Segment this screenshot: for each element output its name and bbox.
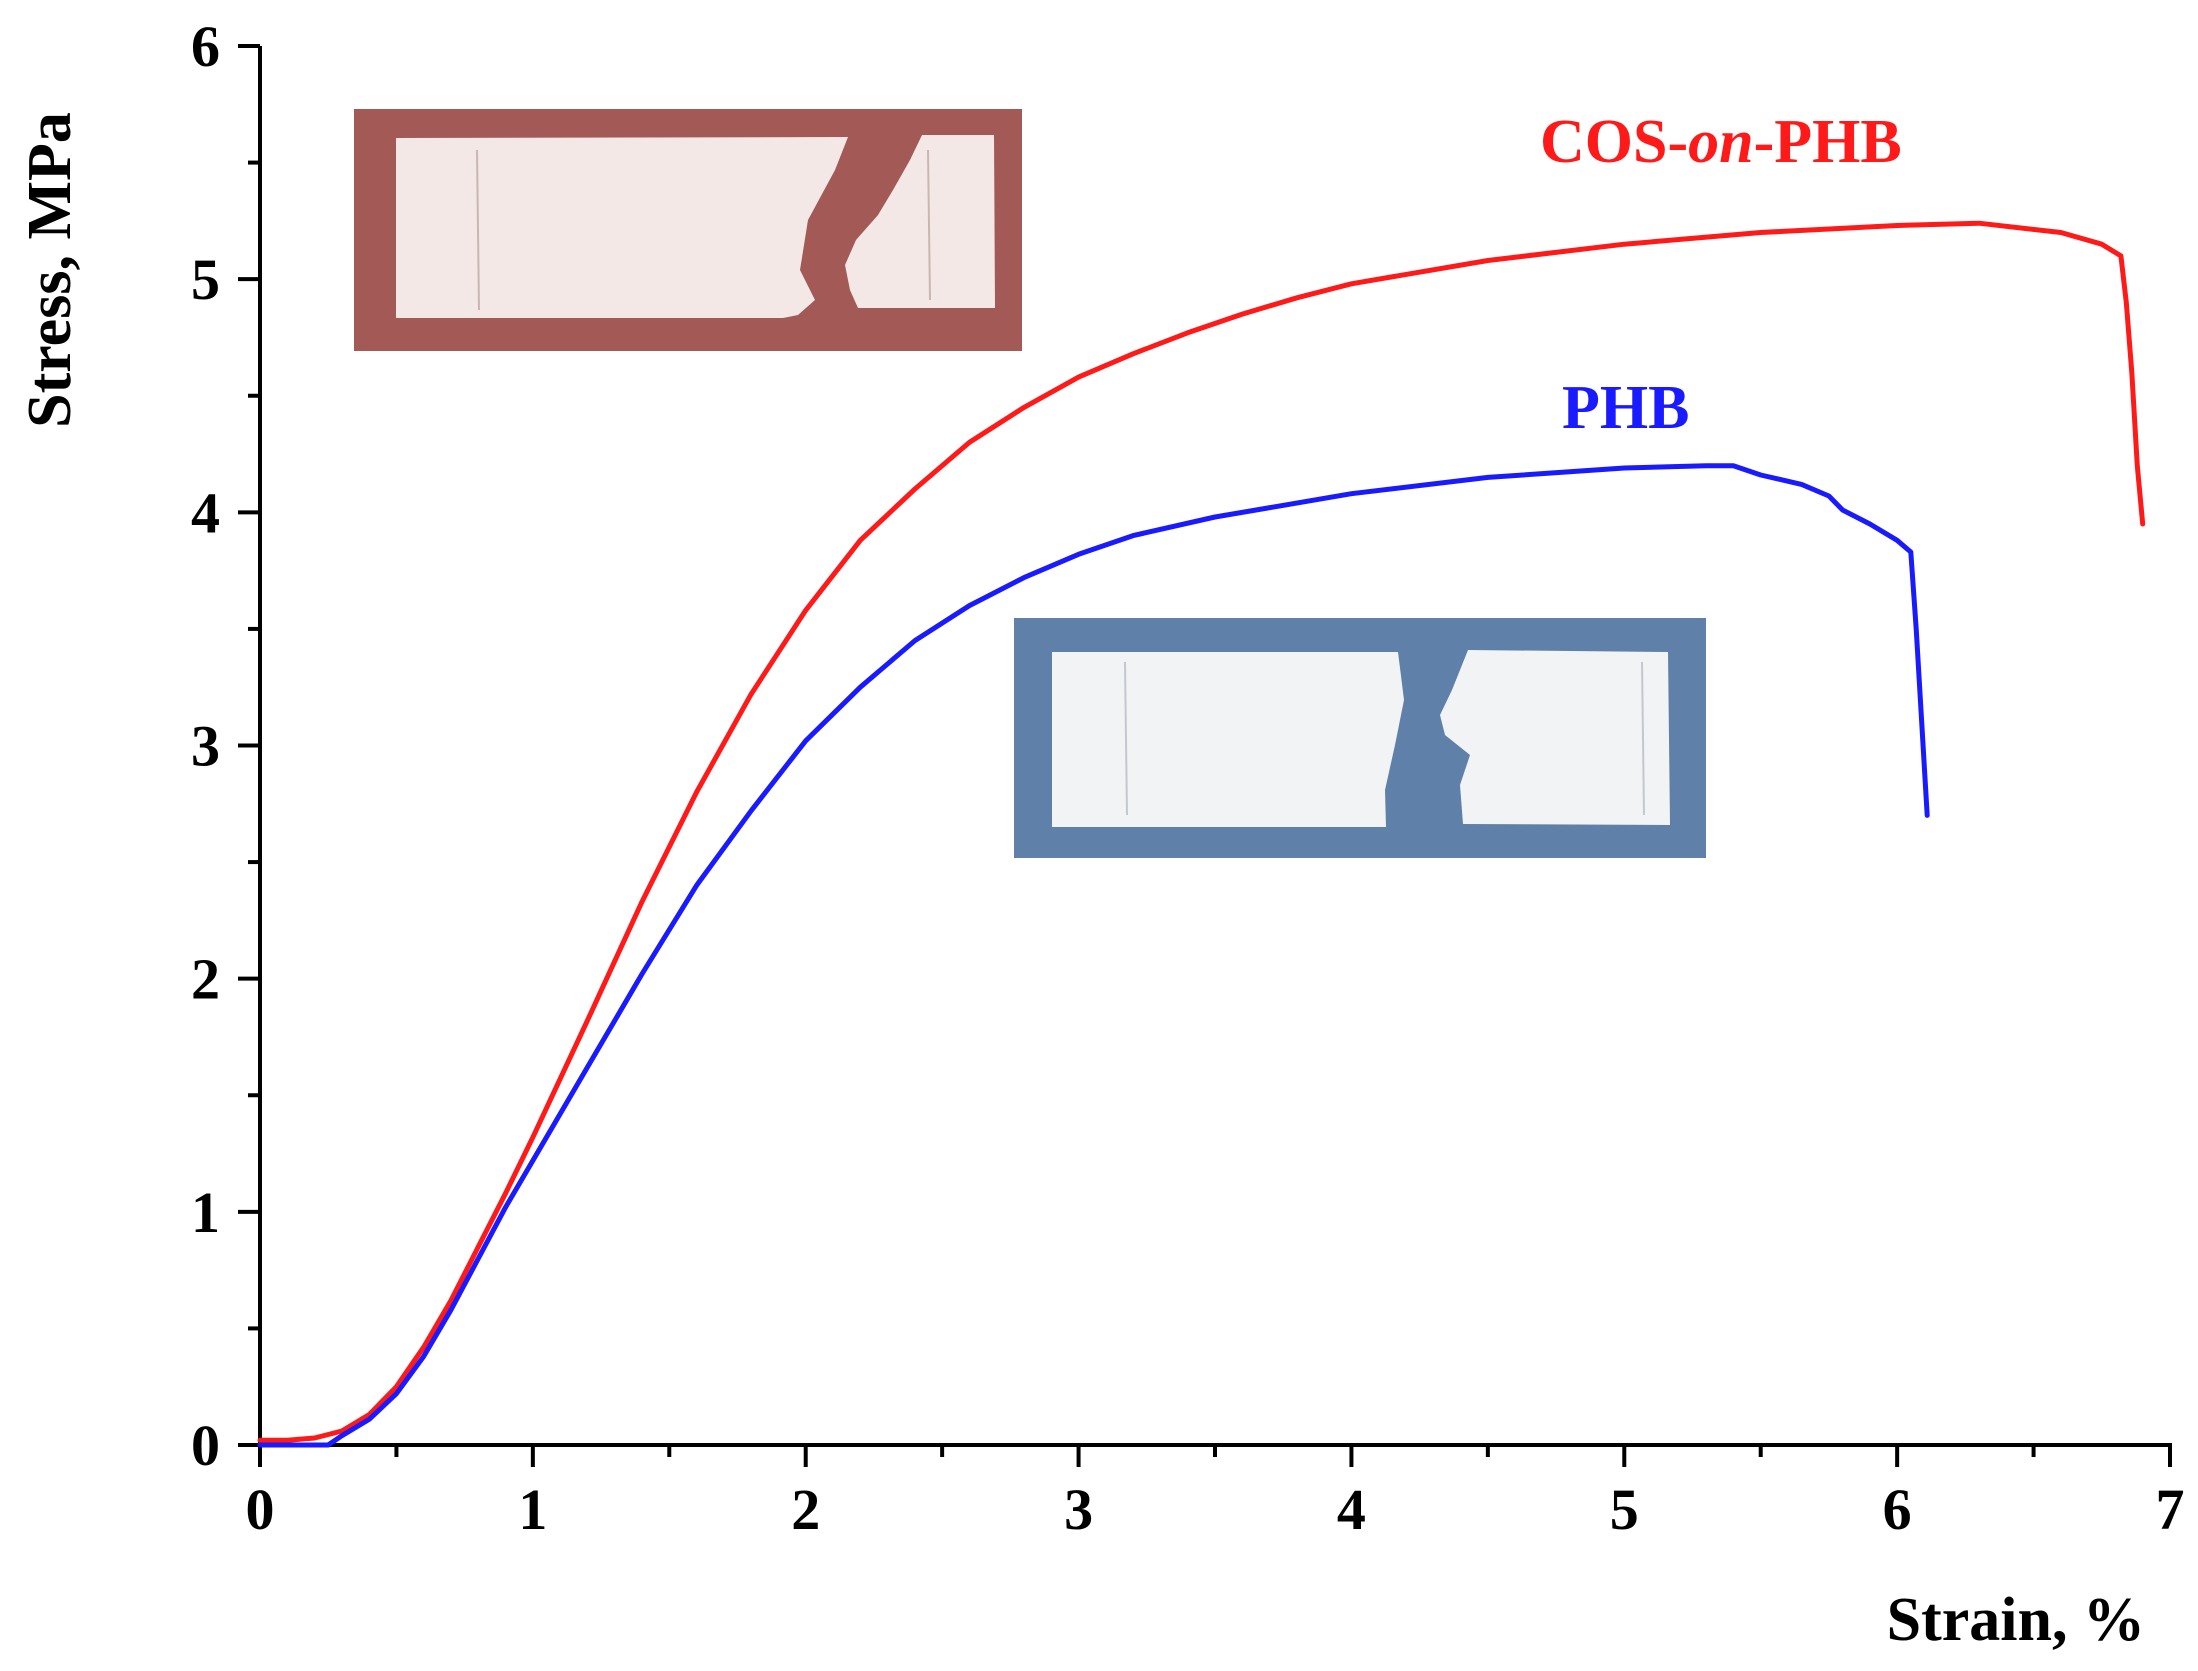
- y-tick-label: 1: [191, 1180, 220, 1245]
- y-tick-label: 5: [191, 247, 220, 312]
- series-line-cos-on-phb: [257, 220, 2146, 1443]
- y-tick-label: 0: [191, 1413, 220, 1478]
- series-label-cos-on-phb: COS-on-PHB: [1540, 108, 1902, 176]
- series-lines: [257, 220, 2146, 1448]
- y-tick-label: 2: [191, 947, 220, 1012]
- x-tick-label: 5: [1610, 1477, 1639, 1542]
- y-axis-label: Stress, MPa: [16, 112, 84, 428]
- x-tick-label: 6: [1883, 1477, 1912, 1542]
- phb-specimen-photo: [1014, 618, 1706, 858]
- x-tick-label: 3: [1064, 1477, 1093, 1542]
- cos-on-phb-specimen-photo: [354, 109, 1022, 351]
- y-tick-label: 3: [191, 714, 220, 779]
- series-line-phb: [257, 463, 1930, 1448]
- x-axis-label: Strain, %: [1887, 1586, 2145, 1654]
- ticks: [238, 44, 2172, 1467]
- y-tick-label: 6: [191, 14, 220, 79]
- x-tick-label: 2: [791, 1477, 820, 1542]
- x-tick-label: 4: [1337, 1477, 1366, 1542]
- x-tick-label: 0: [246, 1477, 275, 1542]
- series-label-phb: PHB: [1562, 374, 1689, 442]
- y-tick-label: 4: [191, 480, 220, 545]
- tick-labels: 0 1 2 3 4 5 6 7 0 1 2 3 4 5 6: [191, 14, 2185, 1542]
- x-tick-label: 1: [518, 1477, 547, 1542]
- x-tick-label: 7: [2156, 1477, 2185, 1542]
